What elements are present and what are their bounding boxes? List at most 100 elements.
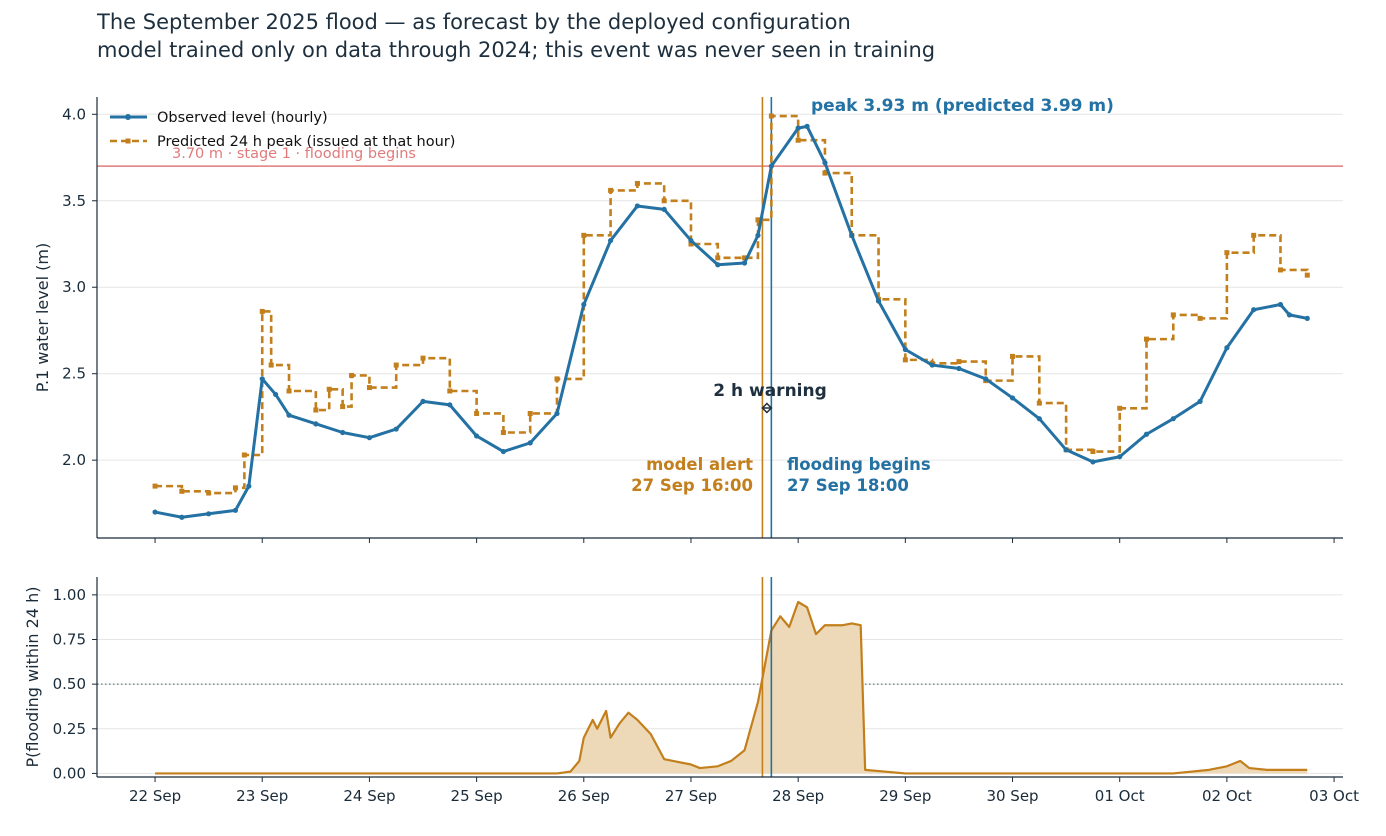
observed-marker	[232, 507, 239, 513]
x-tick-label: 02 Oct	[1202, 787, 1252, 805]
observed-marker	[1090, 459, 1096, 465]
bottom-y-tick-label: 0.00	[53, 764, 86, 782]
observed-marker	[1143, 431, 1150, 437]
observed-marker	[795, 125, 801, 131]
predicted-marker	[1143, 336, 1149, 342]
predicted-marker	[447, 388, 453, 394]
bottom-y-tick-label: 0.25	[53, 720, 86, 738]
observed-marker	[1063, 447, 1069, 453]
warning-arrowheads	[761, 402, 773, 414]
observed-marker	[1036, 416, 1042, 422]
predicted-marker	[755, 217, 761, 223]
observed-marker	[500, 448, 507, 455]
top-y-tick-label: 4.0	[62, 105, 86, 123]
x-tick-label: 01 Oct	[1095, 787, 1145, 805]
predicted-marker	[241, 452, 247, 458]
predicted-marker	[795, 137, 801, 143]
observed-marker	[902, 346, 908, 353]
predicted-marker	[1197, 315, 1203, 321]
top-y-tick-label: 3.5	[62, 192, 86, 210]
predicted-marker	[742, 255, 748, 261]
observed-marker	[152, 509, 158, 515]
observed-marker	[956, 365, 962, 372]
predicted-marker	[902, 357, 908, 363]
observed-marker	[768, 163, 774, 169]
peak-annotation: peak 3.93 m (predicted 3.99 m)	[811, 96, 1114, 116]
x-tick-label: 28 Sep	[772, 787, 824, 805]
predicted-marker	[349, 372, 355, 378]
observed-marker	[527, 440, 533, 446]
top-y-tick-label: 2.0	[62, 451, 86, 469]
observed-marker	[661, 206, 667, 213]
probability-line	[155, 600, 1308, 775]
x-tick-label: 22 Sep	[129, 787, 181, 805]
observed-marker	[340, 429, 346, 436]
observed-marker	[420, 398, 426, 404]
flood-annotation-title: flooding begins	[787, 455, 931, 474]
x-tick-label: 03 Oct	[1309, 787, 1359, 805]
legend-observed-label: Observed level (hourly)	[157, 110, 328, 126]
bottom-y-tick-label: 0.75	[53, 631, 86, 649]
observed-marker	[273, 391, 279, 398]
predicted-marker	[956, 359, 962, 365]
flood-annotation-time: 27 Sep 18:00	[787, 476, 909, 495]
predicted-marker	[715, 255, 721, 261]
observed-marker	[1224, 345, 1230, 351]
bottom-y-tick-label: 0.50	[53, 675, 86, 693]
alert-annotation-title: model alert	[646, 455, 753, 474]
predicted-marker	[1224, 250, 1230, 256]
bottom-y-axis-label: P(flooding within 24 h)	[23, 587, 42, 768]
observed-marker	[1170, 416, 1176, 422]
predicted-marker	[1010, 353, 1016, 359]
predicted-marker	[527, 410, 533, 416]
observed-marker	[688, 237, 694, 244]
x-tick-label: 30 Sep	[986, 787, 1038, 805]
x-tick-label: 27 Sep	[665, 787, 717, 805]
top-y-axis-label: P.1 water level (m)	[33, 243, 52, 392]
predicted-marker	[340, 404, 346, 410]
observed-marker	[875, 298, 882, 304]
observed-marker	[581, 301, 587, 308]
predicted-marker	[1277, 267, 1283, 273]
predicted-marker	[232, 485, 238, 491]
observed-marker	[179, 514, 185, 520]
warning-annotation: 2 h warning	[713, 381, 827, 401]
observed-marker	[1304, 315, 1310, 321]
predicted-marker	[1170, 312, 1176, 318]
predicted-marker	[313, 407, 319, 413]
chart-subtitle: model trained only on data through 2024;…	[97, 38, 936, 62]
observed-marker	[929, 362, 935, 368]
predicted-line	[155, 114, 1309, 495]
predicted-marker	[1304, 272, 1310, 278]
predicted-marker	[1036, 400, 1042, 406]
predicted-marker	[554, 376, 560, 382]
observed-marker	[715, 262, 721, 268]
predicted-marker	[822, 170, 828, 176]
observed-marker	[1117, 454, 1123, 460]
bottom-y-tick-label: 1.00	[53, 586, 86, 604]
predicted-marker	[259, 308, 265, 314]
observed-marker	[313, 421, 319, 427]
observed-marker	[607, 237, 614, 244]
predicted-marker	[661, 198, 667, 204]
observed-marker	[246, 483, 252, 489]
predicted-marker	[286, 388, 292, 394]
observed-marker	[634, 203, 640, 209]
predicted-marker	[420, 355, 426, 361]
predicted-marker	[581, 232, 587, 238]
predicted-marker	[500, 430, 506, 436]
predicted-marker	[474, 410, 480, 416]
observed-marker	[1009, 395, 1016, 401]
observed-marker	[554, 410, 560, 417]
observed-marker	[1286, 312, 1293, 318]
predicted-marker	[1251, 232, 1257, 238]
observed-marker	[755, 232, 761, 238]
x-tick-label: 25 Sep	[451, 787, 503, 805]
x-tick-label: 24 Sep	[343, 787, 395, 805]
predicted-marker	[688, 241, 694, 247]
predicted-marker	[768, 113, 774, 119]
observed-marker	[366, 435, 373, 441]
observed-marker	[286, 412, 292, 418]
legend-predicted-label: Predicted 24 h peak (issued at that hour…	[157, 134, 455, 150]
alert-annotation-time: 27 Sep 16:00	[631, 476, 753, 495]
